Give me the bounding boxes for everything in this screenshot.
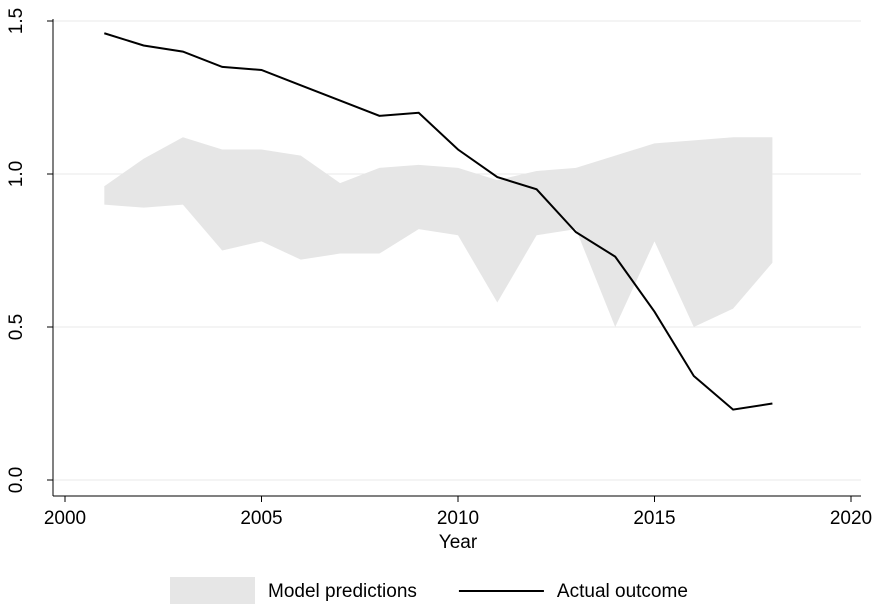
y-tick-label: 1.5 xyxy=(6,8,27,34)
legend-label: Model predictions xyxy=(268,581,417,602)
y-tick-label: 1.0 xyxy=(6,161,27,187)
x-tick-label: 2010 xyxy=(437,508,479,529)
y-tick-label: 0.0 xyxy=(6,467,27,493)
outcome-line xyxy=(104,32,773,411)
legend-label: Actual outcome xyxy=(557,581,688,602)
x-tick-label: 2015 xyxy=(633,508,675,529)
x-tick-label: 2020 xyxy=(830,508,872,529)
legend-swatch xyxy=(170,577,255,604)
y-tick-label: 0.5 xyxy=(6,314,27,340)
x-tick-label: 2000 xyxy=(44,508,86,529)
x-tick-label: 2005 xyxy=(240,508,282,529)
x-axis-title: Year xyxy=(439,532,478,553)
prediction-band xyxy=(104,137,773,327)
